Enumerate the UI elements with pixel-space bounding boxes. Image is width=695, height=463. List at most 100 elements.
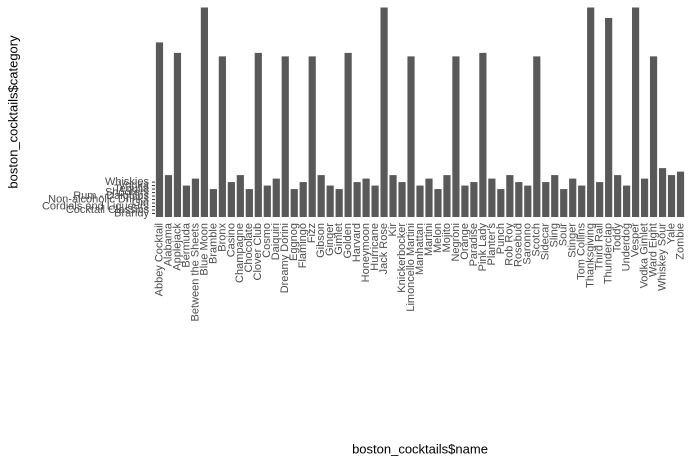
bar xyxy=(587,7,595,217)
x-tick-label: Dreamy Dorini xyxy=(279,223,291,293)
x-tick-label: Paradise xyxy=(468,223,480,266)
bar xyxy=(461,185,469,217)
bar xyxy=(191,178,200,217)
x-tick-label: Hurricane xyxy=(369,223,381,271)
bar xyxy=(605,17,613,218)
bar xyxy=(533,56,541,218)
bar xyxy=(308,56,316,218)
x-axis-title: boston_cocktails$name xyxy=(352,441,488,456)
bar xyxy=(236,175,244,217)
x-tick-label: Ward Eight xyxy=(647,223,659,277)
bar xyxy=(623,185,631,217)
bar xyxy=(632,7,640,217)
x-tick-label: Jack Rose xyxy=(378,223,390,274)
bar xyxy=(416,185,424,217)
bar xyxy=(488,178,496,217)
x-tick-label: Blue Moon xyxy=(198,223,210,276)
bar xyxy=(380,7,388,217)
bar xyxy=(497,189,505,217)
x-tick-label: Limoncello Martini xyxy=(405,223,417,312)
x-tick-label: Ginger xyxy=(324,223,336,256)
x-tick-label: Rob Roy xyxy=(504,223,516,266)
x-tick-label: Tom Collins xyxy=(576,223,588,280)
x-tick-label: Kir xyxy=(387,223,399,237)
bar xyxy=(290,189,298,217)
bar xyxy=(506,175,514,217)
bar xyxy=(299,182,307,217)
x-tick-label: Gibson xyxy=(315,223,327,258)
bar xyxy=(560,189,568,217)
bar xyxy=(640,178,649,217)
x-tick-label: Zombie xyxy=(674,223,686,260)
x-tick-label: Stinger xyxy=(567,223,579,258)
x-tick-label: Bramble xyxy=(207,223,219,264)
x-tick-label: Yale xyxy=(665,223,677,244)
bar xyxy=(596,182,604,217)
bar xyxy=(335,189,343,217)
x-tick-label: Flamingo xyxy=(297,223,309,268)
bar xyxy=(254,52,262,217)
bar xyxy=(344,52,352,217)
x-tick-label: Bronx xyxy=(216,223,228,252)
bar xyxy=(263,185,271,217)
x-tick-label: Martini xyxy=(423,223,435,256)
x-tick-label: Sling xyxy=(549,223,561,247)
bar xyxy=(578,185,586,217)
x-tick-label: Vodka Gimlet xyxy=(638,223,650,288)
bar xyxy=(434,189,442,217)
bar xyxy=(425,178,433,217)
bar xyxy=(182,185,191,217)
bar xyxy=(326,185,334,217)
x-tick-label: Orange xyxy=(459,223,471,260)
y-tick-label: Shooters xyxy=(105,186,150,198)
bar xyxy=(218,56,226,218)
y-tick-label: Rum - Daiquiris xyxy=(73,190,149,202)
x-tick-label: Thanksgiving xyxy=(585,223,597,288)
bar xyxy=(649,56,658,218)
bar xyxy=(164,175,173,217)
x-tick-label: Honeymoon xyxy=(360,223,372,282)
x-tick-label: Underdog xyxy=(621,223,633,271)
x-tick-label: Alabama xyxy=(162,222,174,266)
bar xyxy=(551,175,559,217)
bar xyxy=(398,182,406,217)
bar xyxy=(443,175,451,217)
y-tick-label: Whiskies xyxy=(105,176,150,188)
x-tick-label: Pink Lady xyxy=(477,223,489,272)
x-tick-label: Punch xyxy=(495,223,507,254)
y-tick-label: Tequila xyxy=(114,183,150,195)
x-tick-label: Gimlet xyxy=(333,223,345,255)
bar xyxy=(200,7,208,217)
x-tick-label: Cosmo xyxy=(261,223,273,258)
bar xyxy=(155,42,164,217)
x-tick-label: Knickerbocker xyxy=(396,223,408,293)
x-tick-label: Rosebud xyxy=(513,223,525,267)
x-tick-label: Harvard xyxy=(351,223,363,262)
x-tick-label: Planter's xyxy=(486,222,498,265)
x-tick-label: Saronno xyxy=(522,223,534,265)
bar xyxy=(173,52,182,217)
bar xyxy=(389,175,397,217)
bar xyxy=(479,52,487,217)
bar xyxy=(227,182,235,217)
x-tick-label: Thunderclap xyxy=(603,223,615,284)
bar xyxy=(362,178,370,217)
y-axis-title: boston_cocktails$category xyxy=(5,35,20,189)
bar xyxy=(281,56,289,218)
bar xyxy=(569,178,577,217)
bar xyxy=(658,168,667,217)
x-tick-label: Mojito xyxy=(441,223,453,252)
bar xyxy=(317,175,325,217)
bar xyxy=(371,185,379,217)
bar xyxy=(452,56,460,218)
x-tick-label: Chocolate xyxy=(243,223,255,273)
y-tick-label: Vodka xyxy=(118,179,149,191)
x-tick-label: Eggnog xyxy=(288,223,300,261)
bar xyxy=(209,189,217,217)
x-tick-label: Abbey Cocktail xyxy=(153,223,165,296)
y-tick-label: Gin xyxy=(132,197,149,209)
x-tick-label: Vesper xyxy=(629,223,641,258)
x-tick-label: Sidecar xyxy=(540,223,552,261)
